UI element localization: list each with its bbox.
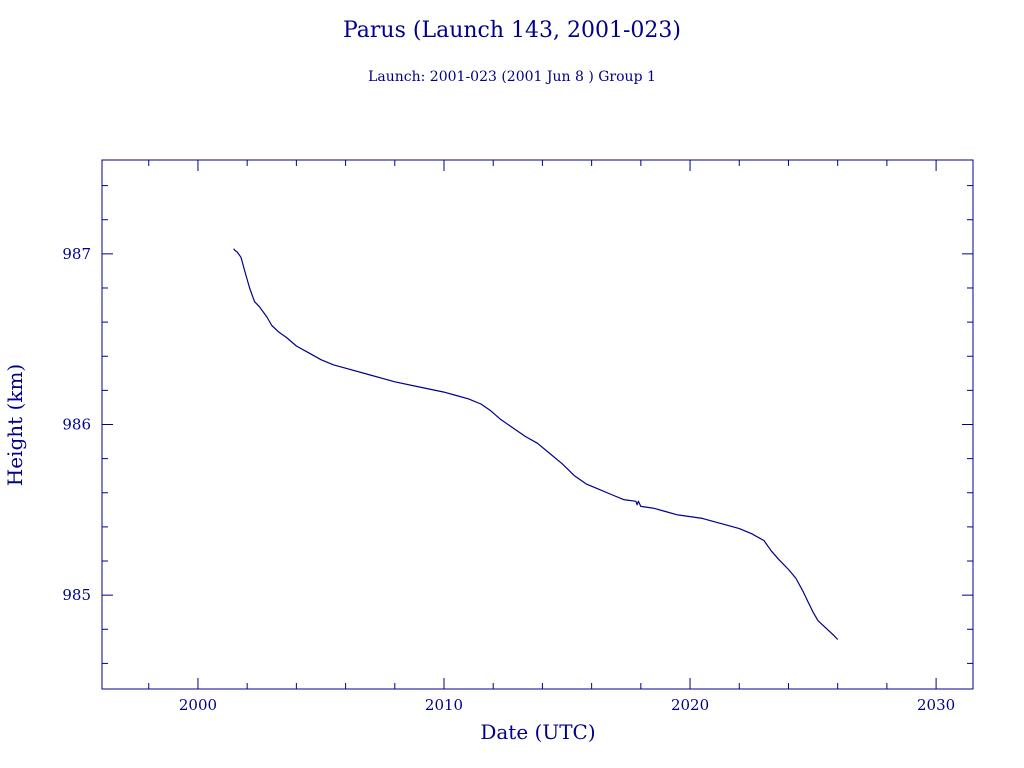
chart-subtitle: Launch: 2001-023 (2001 Jun 8 ) Group 1 (368, 69, 656, 85)
x-tick-label: 2010 (425, 696, 463, 714)
chart-title: Parus (Launch 143, 2001-023) (343, 18, 681, 43)
tick-marks (102, 160, 973, 689)
x-tick-label: 2020 (671, 696, 709, 714)
y-tick-label: 987 (62, 245, 91, 263)
x-tick-label: 2000 (179, 696, 217, 714)
x-axis-label: Date (UTC) (480, 720, 595, 744)
y-axis-label: Height (km) (3, 364, 27, 486)
x-tick-label: 2030 (917, 696, 955, 714)
series-line (233, 248, 839, 640)
y-tick-label: 986 (62, 416, 91, 434)
tick-labels: 2000 2010 2020 2030 985 986 987 (62, 245, 955, 714)
y-tick-label: 985 (62, 586, 91, 604)
plot-frame (101, 159, 974, 690)
